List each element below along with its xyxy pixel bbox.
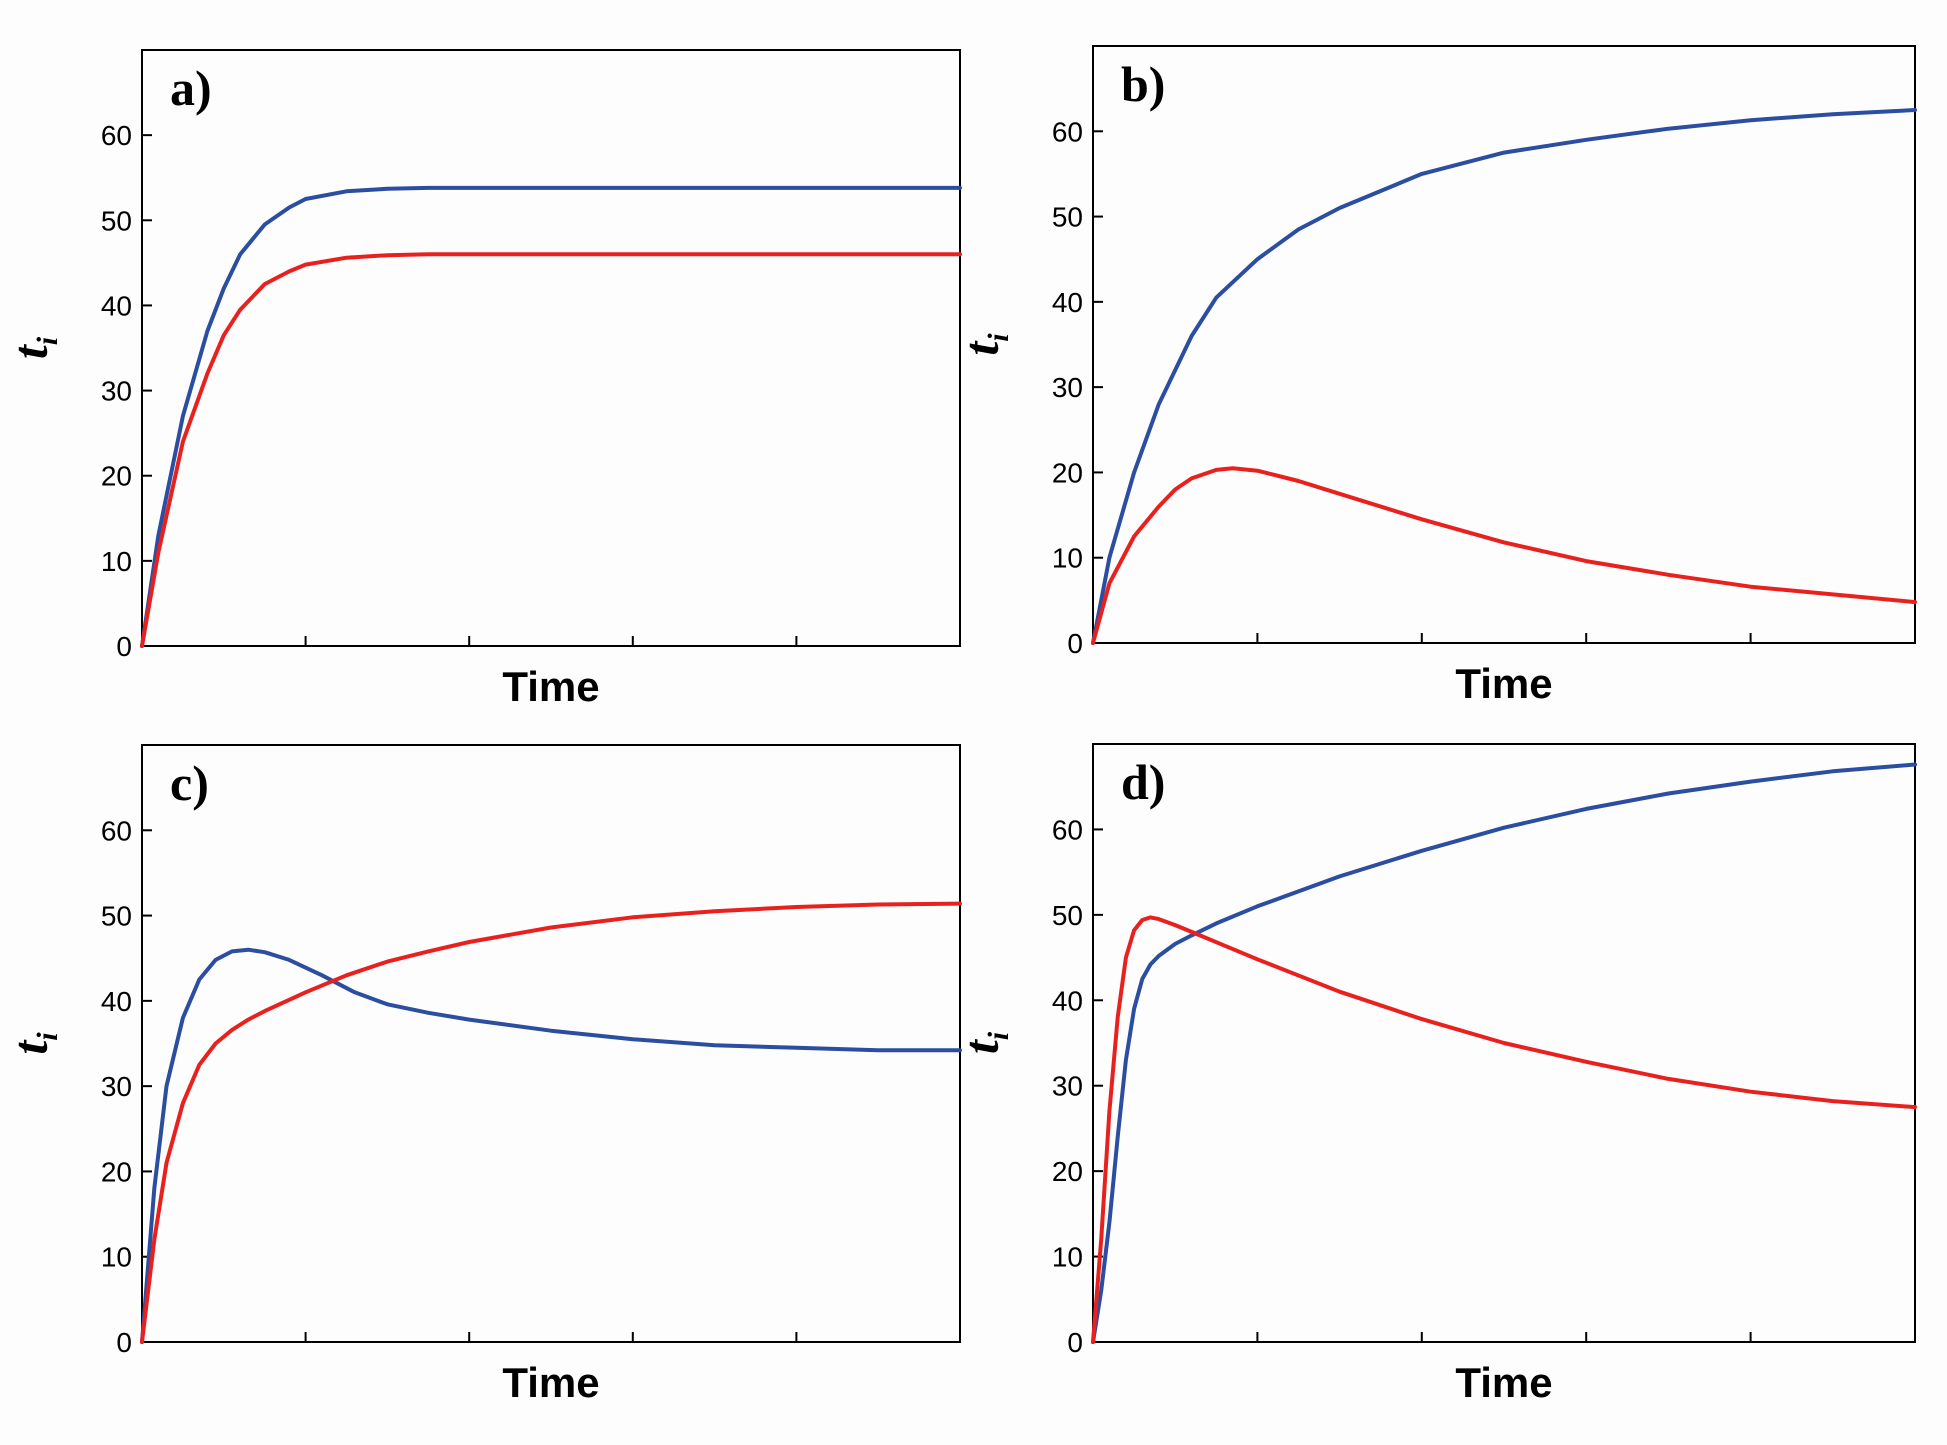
plot-frame [1092,45,1916,644]
y-tick-label: 10 [101,1242,132,1273]
y-tick-label: 0 [116,1327,132,1358]
series-line-red [140,252,962,648]
series-line-blue [1091,762,1917,1344]
y-tick-label: 30 [1052,1071,1083,1102]
plot-frame [1092,743,1916,1343]
y-tick-label: 40 [1052,985,1083,1016]
series-line-red [140,901,962,1344]
panel-d: 0 10 20 30 40 50 60 d) Time ti [953,743,1917,1406]
x-axis-title: Time [502,663,599,710]
plot-frame [141,744,961,1343]
y-tick-label: 20 [1052,1156,1083,1187]
y-tick-label: 50 [1052,900,1083,931]
series-line-red [1091,915,1917,1344]
y-tick-label: 60 [101,120,132,151]
series-line-blue [1091,108,1917,645]
y-tick-label: 40 [101,290,132,321]
y-tick-label: 50 [101,205,132,236]
y-tick-label: 60 [1052,116,1083,147]
y-tick-label: 60 [101,815,132,846]
y-axis-title: ti [2,336,64,359]
y-tick-label: 30 [1052,372,1083,403]
series-line-red [1091,466,1917,645]
y-tick-label: 10 [1052,543,1083,574]
series-line-blue [140,185,962,648]
y-tick-label: 60 [1052,814,1083,845]
y-tick-label: 10 [101,546,132,577]
y-tick-label: 0 [1067,1327,1083,1358]
y-tick-label: 40 [101,986,132,1017]
y-axis-title-subscript: i [982,333,1015,342]
y-axis-title-main: t [953,340,1009,356]
y-axis-title: ti [953,333,1015,356]
y-axis-title-main: t [953,1038,1009,1054]
y-axis-title-main: t [2,1039,58,1055]
panel-label: b) [1121,56,1165,112]
plot-frame [141,49,961,647]
x-axis-title: Time [1455,1359,1552,1406]
panel-label: a) [170,60,212,116]
x-axis-title: Time [502,1359,599,1406]
y-tick-label: 0 [116,631,132,662]
y-axis-title: ti [2,1032,64,1055]
y-axis-title-subscript: i [31,1032,64,1041]
y-tick-label: 10 [1052,1242,1083,1273]
y-tick-label: 20 [101,461,132,492]
y-tick-label: 30 [101,1071,132,1102]
panel-c: 0 10 20 30 40 50 60 c) Time ti [2,744,962,1406]
panel-label: d) [1121,754,1165,810]
panel-b: 0 10 20 30 40 50 60 b) Time ti [953,45,1917,707]
y-tick-label: 30 [101,376,132,407]
series-line-blue [140,947,962,1344]
y-axis-title: ti [953,1031,1015,1054]
y-tick-label: 20 [1052,457,1083,488]
y-tick-label: 40 [1052,287,1083,318]
y-axis-title-main: t [2,343,58,359]
x-axis-title: Time [1455,660,1552,707]
panel-a: 0 10 20 30 40 50 60 a) Time ti [2,49,962,710]
y-axis-title-subscript: i [31,336,64,345]
y-axis-title-subscript: i [982,1031,1015,1040]
y-tick-label: 50 [1052,202,1083,233]
y-tick-label: 0 [1067,628,1083,659]
y-tick-label: 50 [101,901,132,932]
panel-label: c) [170,755,209,811]
y-tick-label: 20 [101,1156,132,1187]
